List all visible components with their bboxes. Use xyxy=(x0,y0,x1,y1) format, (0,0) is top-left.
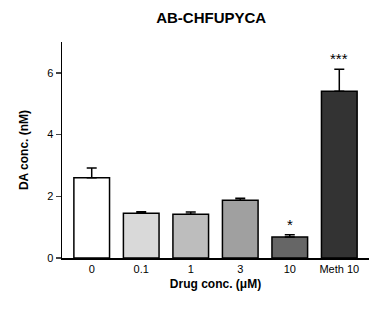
svg-text:4: 4 xyxy=(47,128,53,140)
svg-text:0: 0 xyxy=(89,263,95,275)
svg-text:6: 6 xyxy=(47,67,53,79)
svg-text:DA conc. (nM): DA conc. (nM) xyxy=(17,110,31,190)
svg-text:2: 2 xyxy=(47,190,53,202)
svg-text:0: 0 xyxy=(47,252,53,264)
svg-text:1: 1 xyxy=(188,263,194,275)
svg-text:3: 3 xyxy=(237,263,243,275)
svg-text:Meth 10: Meth 10 xyxy=(319,263,359,275)
svg-text:0.1: 0.1 xyxy=(134,263,149,275)
svg-text:***: *** xyxy=(330,50,348,67)
svg-text:AB-CHFUPYCA: AB-CHFUPYCA xyxy=(156,9,266,26)
svg-text:Drug conc. (μM): Drug conc. (μM) xyxy=(170,277,261,291)
svg-text:*: * xyxy=(287,216,293,233)
svg-text:10: 10 xyxy=(284,263,296,275)
